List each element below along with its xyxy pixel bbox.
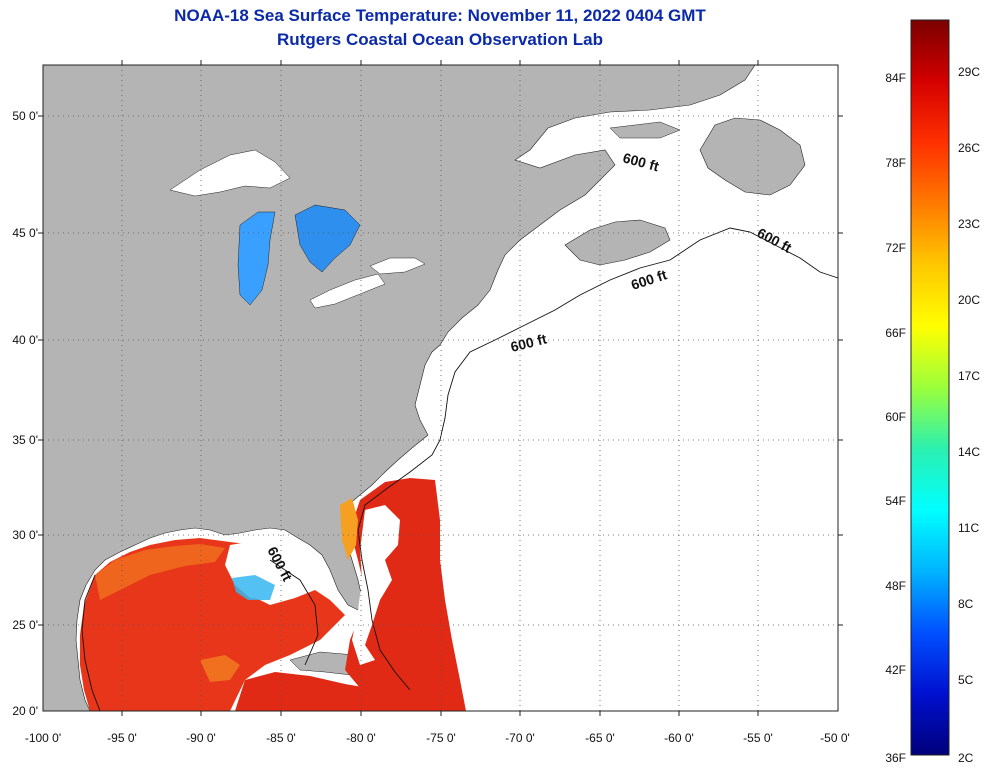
colorbar-c-label: 2C <box>958 751 974 765</box>
colorbar-f-label: 84F <box>885 71 906 85</box>
lon-tick-label: -90 0' <box>186 731 216 745</box>
lat-tick-label: 45 0' <box>12 226 38 240</box>
colorbar <box>910 19 950 756</box>
caribbean-sst <box>235 672 445 711</box>
lat-tick-marks <box>38 115 843 626</box>
yucatan-channel-cool <box>200 655 240 682</box>
colorbar-c-label: 23C <box>958 217 980 231</box>
lake-erie <box>309 273 386 309</box>
colorbar-f-label: 60F <box>885 410 906 424</box>
north-america-land <box>43 65 756 711</box>
colorbar-c-label: 5C <box>958 673 974 687</box>
lat-tick-label: 50 0' <box>12 109 38 123</box>
lake-huron <box>294 204 361 273</box>
colorbar-f-label: 66F <box>885 326 906 340</box>
lat-tick-label: 25 0' <box>12 618 38 632</box>
newfoundland-land <box>699 117 806 196</box>
lon-tick-label: -100 0' <box>25 731 61 745</box>
lon-tick-label: -60 0' <box>664 731 694 745</box>
colorbar-celsius-labels: 29C 26C 23C 20C 17C 14C 11C 8C 5C 2C <box>958 65 980 765</box>
lon-tick-label: -55 0' <box>743 731 773 745</box>
colorbar-c-label: 26C <box>958 141 980 155</box>
colorbar-f-label: 48F <box>885 579 906 593</box>
gulf-of-mexico-sst <box>80 538 345 711</box>
lon-tick-label: -50 0' <box>820 731 850 745</box>
gulf-cool-patch <box>232 575 275 600</box>
lake-superior <box>169 149 291 197</box>
lon-tick-label: -95 0' <box>107 731 137 745</box>
colorbar-c-label: 20C <box>958 293 980 307</box>
anticosti-island <box>609 121 681 139</box>
map-title: NOAA-18 Sea Surface Temperature: Novembe… <box>174 6 706 25</box>
colorbar-c-label: 14C <box>958 445 980 459</box>
colorbar-c-label: 11C <box>958 521 979 535</box>
colorbar-f-label: 36F <box>885 751 906 765</box>
florida-east-coast-warm <box>340 498 358 560</box>
lat-tick-label: 40 0' <box>12 333 38 347</box>
isobath-600ft-contour <box>357 227 839 691</box>
colorbar-f-label: 72F <box>885 241 906 255</box>
lon-tick-marks <box>121 60 759 716</box>
colorbar-f-label: 54F <box>885 494 906 508</box>
colorbar-f-label: 78F <box>885 156 906 170</box>
lon-tick-label: -70 0' <box>505 731 535 745</box>
longitude-axis: -100 0' -95 0' -90 0' -85 0' -80 0' -75 … <box>25 731 850 745</box>
gulf-coastal-orange <box>95 544 225 600</box>
lake-michigan <box>237 211 276 306</box>
colorbar-c-label: 8C <box>958 597 974 611</box>
lon-tick-label: -65 0' <box>585 731 615 745</box>
maritimes-land <box>564 219 671 266</box>
latitude-axis: 50 0' 45 0' 40 0' 35 0' 30 0' 25 0' 20 0… <box>12 109 38 718</box>
lake-ontario <box>369 257 426 275</box>
lon-tick-label: -85 0' <box>266 731 296 745</box>
lon-tick-label: -80 0' <box>346 731 376 745</box>
lat-tick-label: 35 0' <box>12 433 38 447</box>
lat-tick-label: 20 0' <box>12 704 38 718</box>
lat-tick-label: 30 0' <box>12 528 38 542</box>
isobath-600ft-gulf <box>81 559 319 712</box>
colorbar-c-label: 17C <box>958 369 980 383</box>
colorbar-c-label: 29C <box>958 65 980 79</box>
colorbar-fahrenheit-labels: 84F 78F 72F 66F 60F 54F 48F 42F 36F <box>885 71 906 765</box>
map-subtitle: Rutgers Coastal Ocean Observation Lab <box>277 30 603 49</box>
colorbar-f-label: 42F <box>885 663 906 677</box>
lon-tick-label: -75 0' <box>426 731 456 745</box>
